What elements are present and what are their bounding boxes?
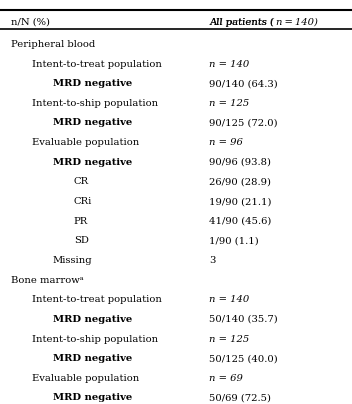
Text: 50/140 (35.7): 50/140 (35.7) bbox=[209, 315, 278, 324]
Text: SD: SD bbox=[74, 236, 89, 245]
Text: Intent-to-treat population: Intent-to-treat population bbox=[32, 59, 162, 69]
Text: MRD negative: MRD negative bbox=[53, 118, 132, 128]
Text: 19/90 (21.1): 19/90 (21.1) bbox=[209, 197, 272, 206]
Text: n = 125: n = 125 bbox=[209, 99, 250, 108]
Text: Missing: Missing bbox=[53, 256, 93, 265]
Text: CRi: CRi bbox=[74, 197, 92, 206]
Text: PR: PR bbox=[74, 217, 88, 226]
Text: n/N (%): n/N (%) bbox=[11, 18, 50, 27]
Text: 26/90 (28.9): 26/90 (28.9) bbox=[209, 177, 271, 186]
Text: Evaluable population: Evaluable population bbox=[32, 138, 139, 147]
Text: n = 96: n = 96 bbox=[209, 138, 243, 147]
Text: 3: 3 bbox=[209, 256, 216, 265]
Text: 50/69 (72.5): 50/69 (72.5) bbox=[209, 393, 271, 402]
Text: Peripheral blood: Peripheral blood bbox=[11, 40, 95, 49]
Text: CR: CR bbox=[74, 177, 89, 186]
Text: n = 140: n = 140 bbox=[209, 295, 250, 304]
Text: 90/140 (64.3): 90/140 (64.3) bbox=[209, 79, 278, 88]
Text: n = 140: n = 140 bbox=[209, 59, 250, 69]
Text: Intent-to-ship population: Intent-to-ship population bbox=[32, 99, 158, 108]
Text: n = 125: n = 125 bbox=[209, 335, 250, 343]
Text: 90/96 (93.8): 90/96 (93.8) bbox=[209, 158, 271, 167]
Text: Bone marrowᵃ: Bone marrowᵃ bbox=[11, 276, 83, 284]
Text: 41/90 (45.6): 41/90 (45.6) bbox=[209, 217, 272, 226]
Text: MRD negative: MRD negative bbox=[53, 315, 132, 324]
Text: MRD negative: MRD negative bbox=[53, 79, 132, 88]
Text: Intent-to-ship population: Intent-to-ship population bbox=[32, 335, 158, 343]
Text: 1/90 (1.1): 1/90 (1.1) bbox=[209, 236, 259, 245]
Text: n = 69: n = 69 bbox=[209, 374, 243, 383]
Text: 90/125 (72.0): 90/125 (72.0) bbox=[209, 118, 278, 128]
Text: 50/125 (40.0): 50/125 (40.0) bbox=[209, 354, 278, 363]
Text: Evaluable population: Evaluable population bbox=[32, 374, 139, 383]
Text: Intent-to-treat population: Intent-to-treat population bbox=[32, 295, 162, 304]
Text: MRD negative: MRD negative bbox=[53, 393, 132, 402]
Text: All patients (: All patients ( bbox=[209, 18, 274, 27]
Text: MRD negative: MRD negative bbox=[53, 158, 132, 167]
Text: All patients ( n = 140): All patients ( n = 140) bbox=[209, 18, 318, 27]
Text: MRD negative: MRD negative bbox=[53, 354, 132, 363]
